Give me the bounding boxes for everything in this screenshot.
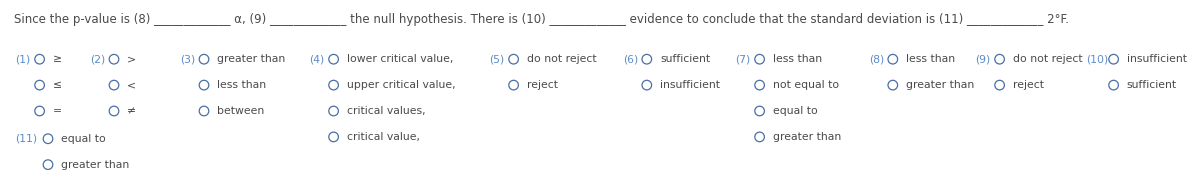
Text: do not reject: do not reject: [1013, 54, 1082, 64]
Text: ≠: ≠: [127, 106, 137, 116]
Text: upper critical value,: upper critical value,: [347, 80, 456, 90]
Text: greater than: greater than: [217, 54, 286, 64]
Text: greater than: greater than: [773, 132, 841, 142]
Text: less than: less than: [217, 80, 266, 90]
Text: sufficient: sufficient: [1127, 80, 1177, 90]
Text: (5): (5): [490, 54, 505, 64]
Text: (11): (11): [16, 134, 37, 144]
Text: ≤: ≤: [53, 80, 62, 90]
Text: <: <: [127, 80, 137, 90]
Text: less than: less than: [773, 54, 822, 64]
Text: (7): (7): [736, 54, 751, 64]
Text: (9): (9): [976, 54, 991, 64]
Text: (6): (6): [623, 54, 638, 64]
Text: >: >: [127, 54, 137, 64]
Text: greater than: greater than: [906, 80, 974, 90]
Text: reject: reject: [1013, 80, 1044, 90]
Text: equal to: equal to: [773, 106, 817, 116]
Text: reject: reject: [527, 80, 558, 90]
Text: greater than: greater than: [61, 160, 130, 170]
Text: insufficient: insufficient: [1127, 54, 1187, 64]
Text: critical values,: critical values,: [347, 106, 426, 116]
Text: between: between: [217, 106, 264, 116]
Text: =: =: [53, 106, 62, 116]
Text: not equal to: not equal to: [773, 80, 839, 90]
Text: (4): (4): [310, 54, 325, 64]
Text: (2): (2): [90, 54, 106, 64]
Text: (1): (1): [16, 54, 31, 64]
Text: do not reject: do not reject: [527, 54, 596, 64]
Text: (10): (10): [1086, 54, 1109, 64]
Text: Since the p-value is (8) _____________ α, (9) _____________ the null hypothesis.: Since the p-value is (8) _____________ α…: [14, 13, 1069, 26]
Text: critical value,: critical value,: [347, 132, 420, 142]
Text: less than: less than: [906, 54, 955, 64]
Text: sufficient: sufficient: [660, 54, 710, 64]
Text: (3): (3): [180, 54, 196, 64]
Text: equal to: equal to: [61, 134, 106, 144]
Text: ≥: ≥: [53, 54, 62, 64]
Text: (8): (8): [869, 54, 884, 64]
Text: lower critical value,: lower critical value,: [347, 54, 454, 64]
Text: insufficient: insufficient: [660, 80, 720, 90]
